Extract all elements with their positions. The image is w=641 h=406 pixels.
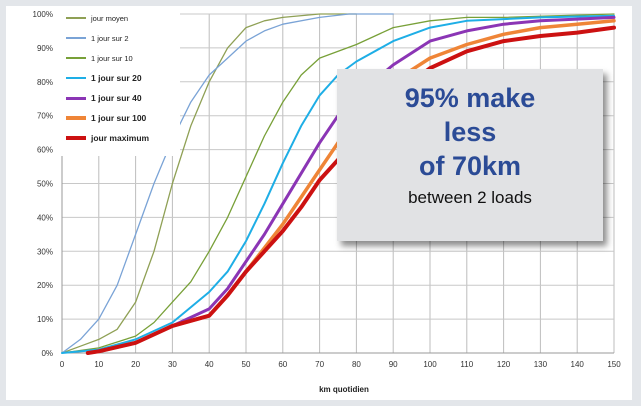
x-tick-label: 50 <box>242 360 251 369</box>
y-tick-label: 100% <box>33 10 53 19</box>
callout-box: 95% make less of 70km between 2 loads <box>337 69 603 241</box>
legend-label: 1 jour sur 10 <box>91 53 133 63</box>
x-tick-label: 60 <box>278 360 287 369</box>
legend-label: jour maximum <box>91 133 150 143</box>
y-tick-label: 0% <box>41 349 53 358</box>
legend-swatch <box>66 96 86 100</box>
legend-item-1-jour-sur-10: 1 jour sur 10 <box>60 48 180 68</box>
legend-item-jour-maximum: jour maximum <box>60 128 180 148</box>
callout-subtext: between 2 loads <box>408 188 532 207</box>
axis-tick-labels: 0 10 20 30 40 50 60 70 80 90 100 110 120 130 140 150 0% 1… <box>33 10 622 369</box>
series-line-1-jour-sur-2 <box>61 13 394 354</box>
series-line-1-jour-sur-10 <box>61 13 615 354</box>
y-tick-label: 20% <box>37 281 53 290</box>
legend-label: 1 jour sur 100 <box>91 113 147 123</box>
y-tick-label: 80% <box>37 78 53 87</box>
x-tick-label: 100 <box>423 360 437 369</box>
x-tick-label: 20 <box>131 360 140 369</box>
legend-item-1-jour-sur-2: 1 jour sur 2 <box>60 28 180 48</box>
x-tick-label: 40 <box>205 360 214 369</box>
chart-legend: jour moyen 1 jour sur 2 1 jour sur 10 1 jou… <box>60 8 180 156</box>
callout-line-1: 95% make <box>404 83 536 113</box>
legend-swatch <box>66 57 86 59</box>
x-tick-label: 120 <box>497 360 511 369</box>
legend-label: 1 jour sur 40 <box>91 93 142 103</box>
legend-swatch <box>66 17 86 19</box>
legend-item-1-jour-sur-100: 1 jour sur 100 <box>60 108 180 128</box>
legend-item-1-jour-sur-20: 1 jour sur 20 <box>60 68 180 88</box>
legend-swatch <box>66 116 86 120</box>
y-tick-label: 10% <box>37 315 53 324</box>
series-lines <box>61 13 616 355</box>
legend-swatch <box>66 136 86 140</box>
legend-swatch <box>66 77 86 79</box>
y-tick-label: 60% <box>37 146 53 155</box>
x-tick-label: 90 <box>389 360 398 369</box>
x-tick-label: 70 <box>315 360 324 369</box>
legend-label: jour moyen <box>91 13 129 23</box>
callout-line-2: less <box>443 117 497 147</box>
legend-label: 1 jour sur 20 <box>91 73 142 83</box>
y-tick-label: 70% <box>37 112 53 121</box>
x-tick-label: 0 <box>60 360 65 369</box>
x-tick-label: 80 <box>352 360 361 369</box>
x-tick-label: 140 <box>571 360 585 369</box>
series-line-jour-moyen <box>61 13 358 354</box>
legend-item-jour-moyen: jour moyen <box>60 8 180 28</box>
legend-item-1-jour-sur-40: 1 jour sur 40 <box>60 88 180 108</box>
y-tick-label: 30% <box>37 247 53 256</box>
y-tick-label: 50% <box>37 180 53 189</box>
x-tick-label: 150 <box>607 360 621 369</box>
series-line-jour-maximum <box>85 25 616 355</box>
y-tick-label: 40% <box>37 213 53 222</box>
x-tick-label: 30 <box>168 360 177 369</box>
x-tick-label: 130 <box>534 360 548 369</box>
callout-line-3: of 70km <box>418 151 522 181</box>
y-tick-label: 90% <box>37 44 53 53</box>
x-tick-label: 110 <box>460 360 473 369</box>
x-axis-label: km quotidien <box>319 385 369 394</box>
legend-swatch <box>66 37 86 39</box>
x-tick-label: 10 <box>94 360 103 369</box>
legend-label: 1 jour sur 2 <box>91 33 129 43</box>
series-line-1-jour-sur-20 <box>61 14 615 354</box>
